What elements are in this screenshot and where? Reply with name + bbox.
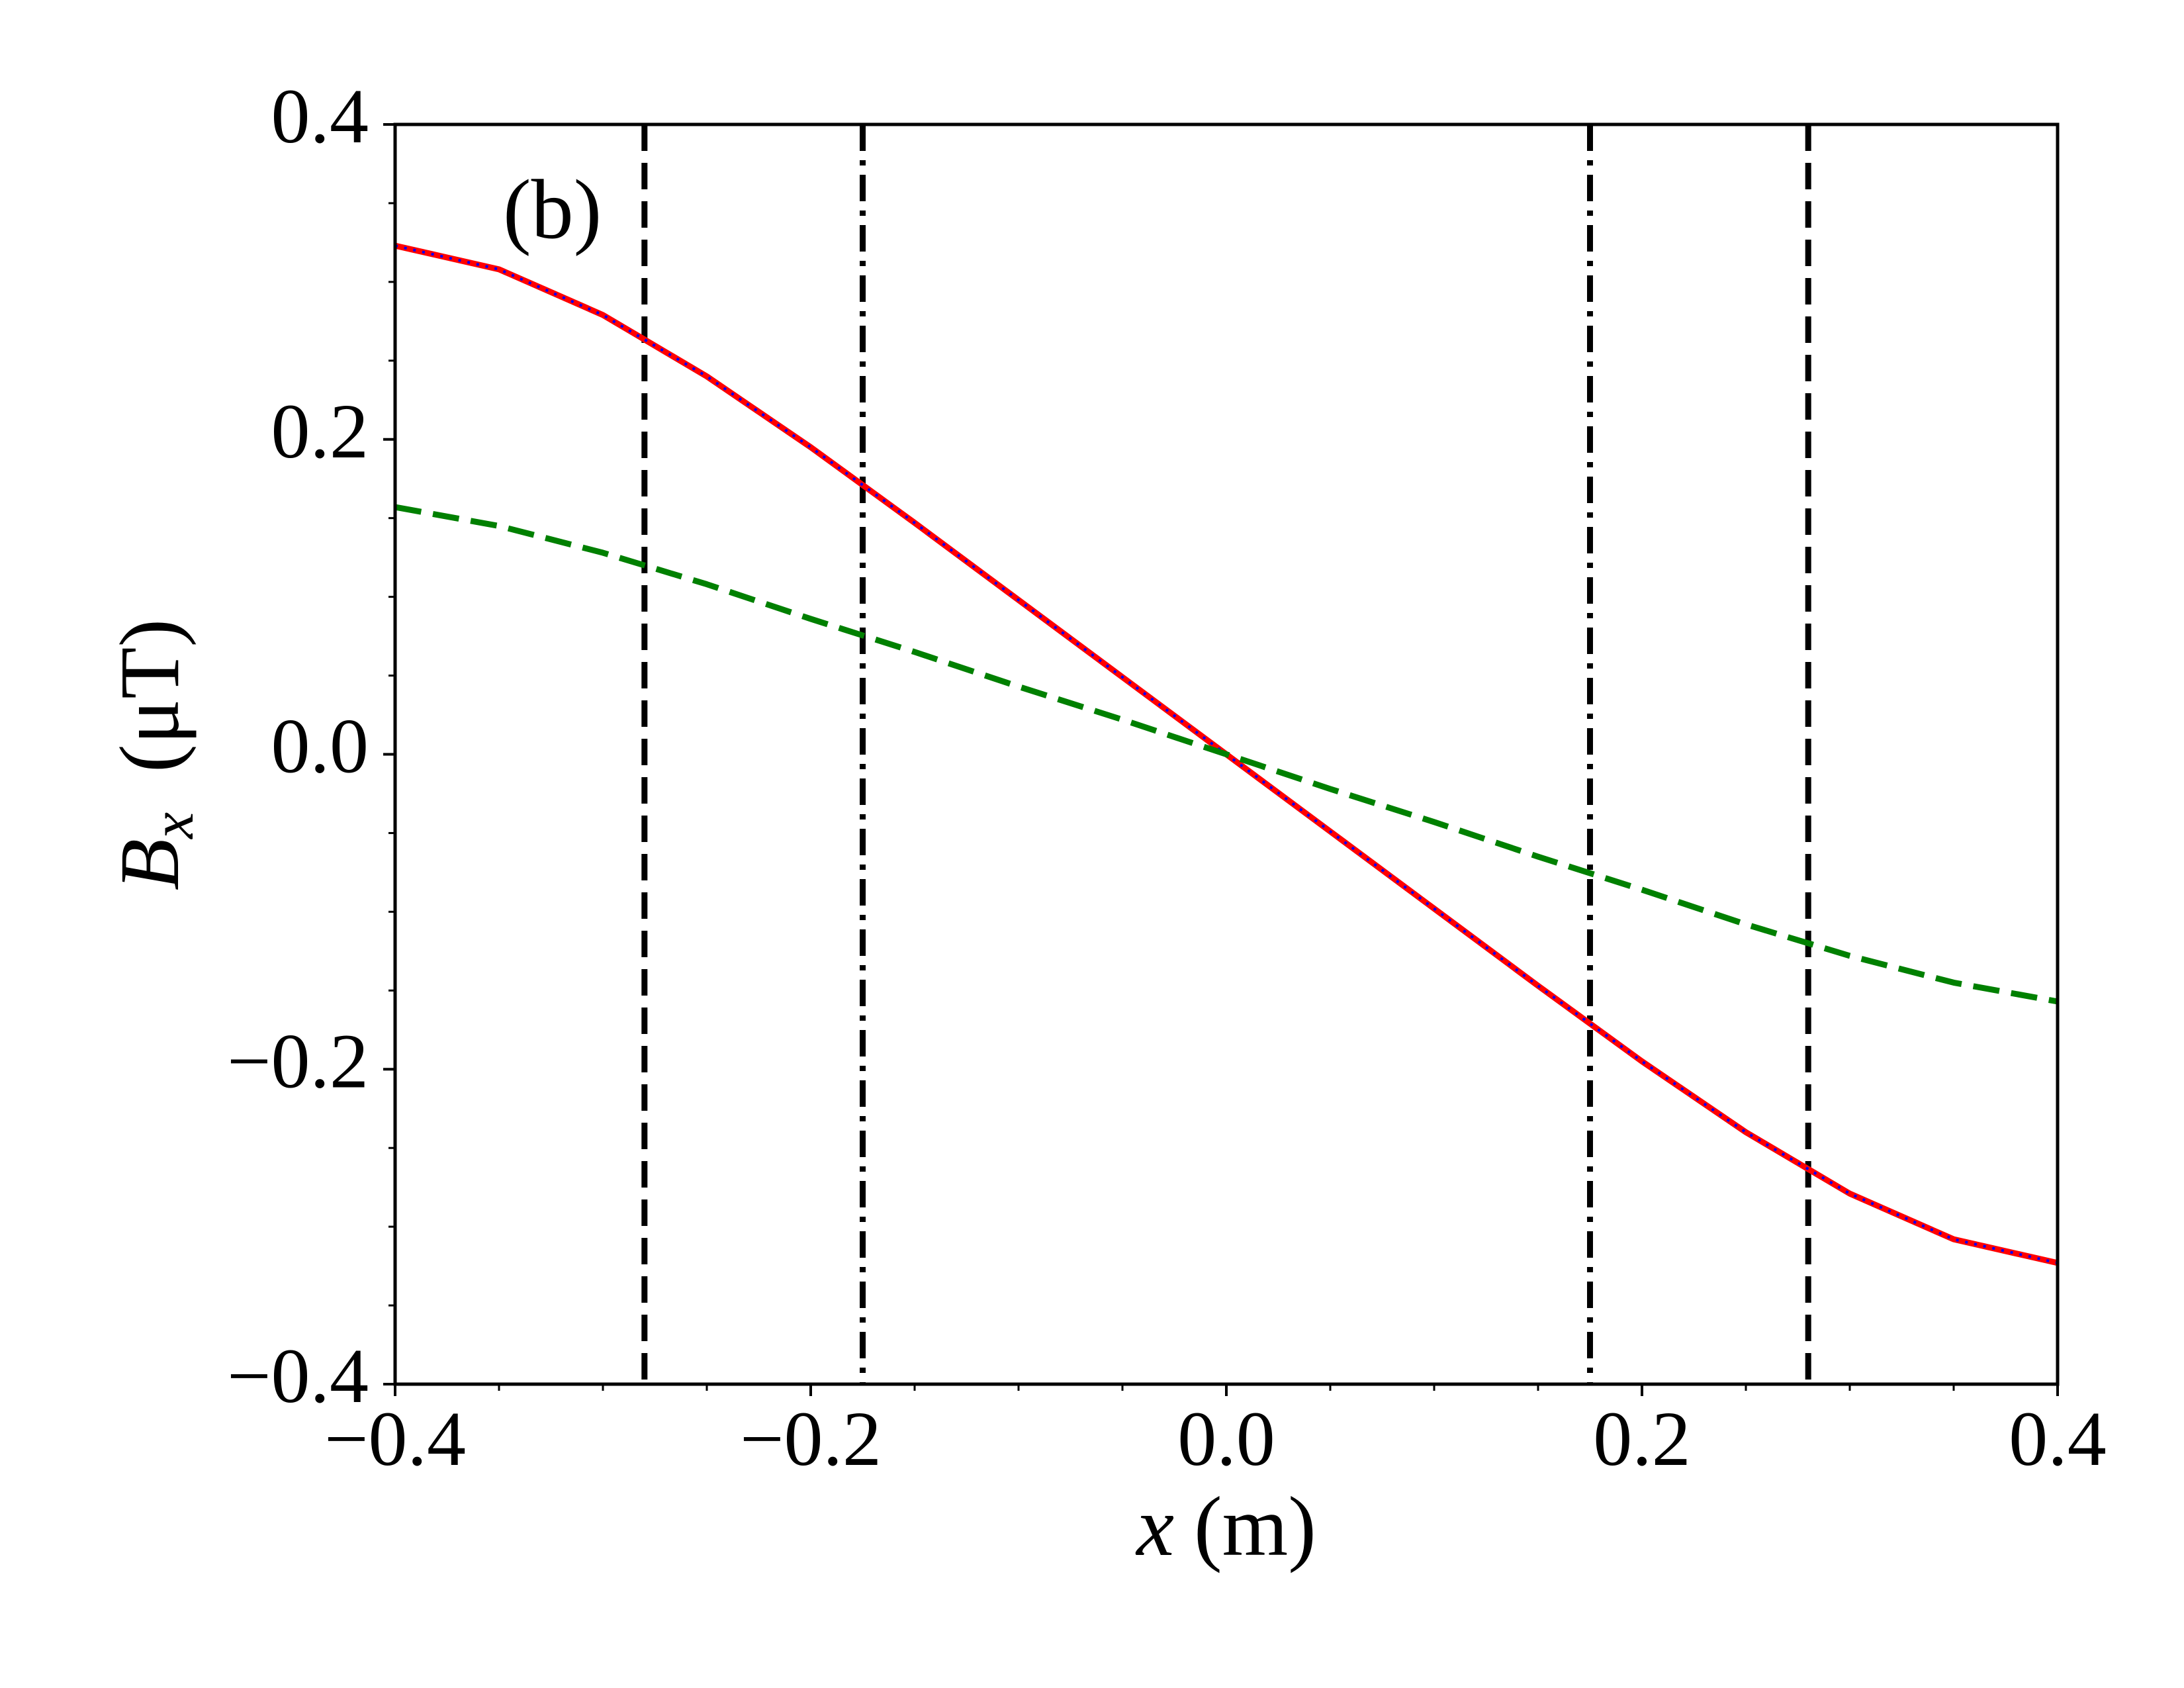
x-tick-label: 0.2 xyxy=(1593,1395,1691,1482)
data-line xyxy=(394,504,2058,1005)
y-tick-label: −0.2 xyxy=(227,1017,369,1104)
x-axis-label: x (m) xyxy=(1135,1479,1316,1573)
y-label-unit: (μT) xyxy=(103,619,197,773)
y-tick-label: 0.0 xyxy=(271,703,369,790)
x-tick-label: −0.2 xyxy=(740,1395,882,1482)
x-tick-label: 0.4 xyxy=(2009,1395,2107,1482)
y-label-symbol: B xyxy=(103,839,197,890)
x-label-unit: (m) xyxy=(1194,1479,1316,1573)
y-axis-label: Bx (μT) xyxy=(103,619,205,890)
x-label-symbol: x xyxy=(1135,1479,1174,1573)
x-tick-label: 0.0 xyxy=(1177,1395,1275,1482)
y-tick-label: −0.4 xyxy=(227,1333,369,1419)
panel-label: (b) xyxy=(503,162,602,256)
y-label-subscript: x xyxy=(140,812,206,840)
y-tick-label: 0.4 xyxy=(271,73,369,160)
y-tick-label: 0.2 xyxy=(271,388,369,475)
x-tick-label: −0.4 xyxy=(324,1395,466,1482)
